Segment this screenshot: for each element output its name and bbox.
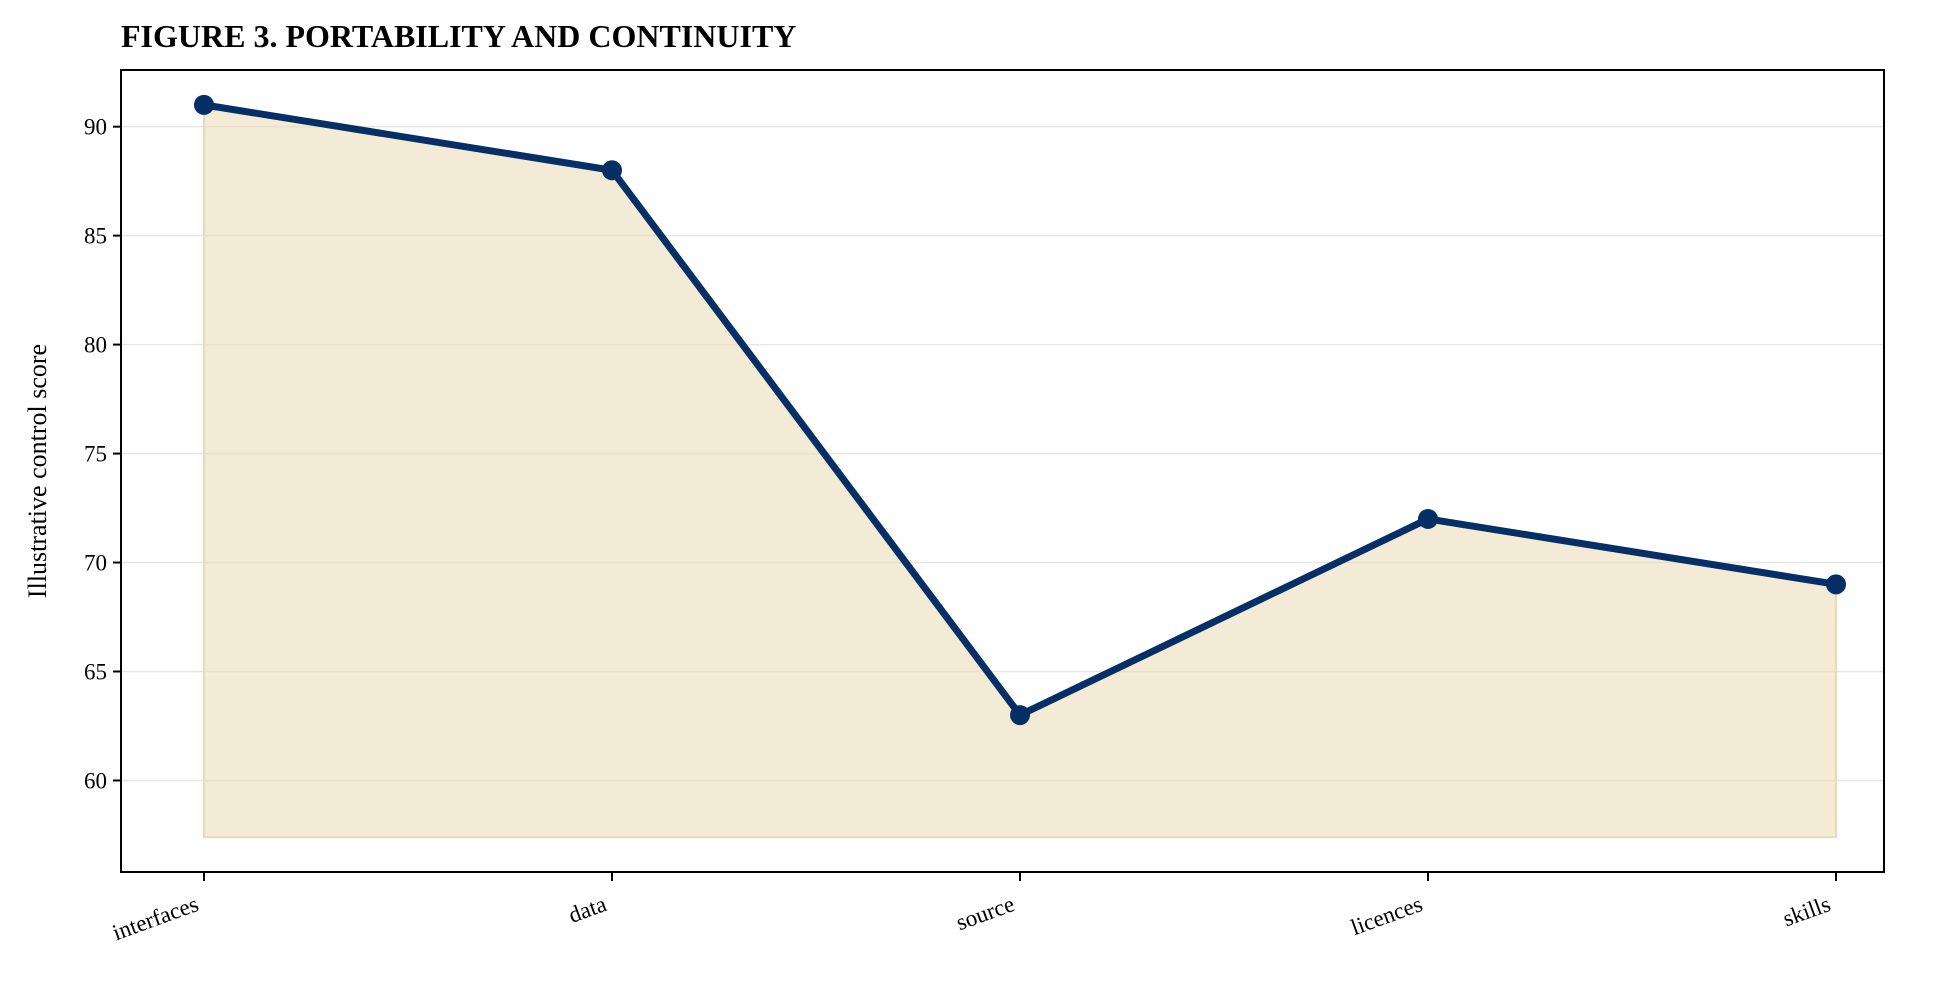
data-point-interfaces <box>194 94 214 115</box>
x-axis: interfaces data source licences skills <box>109 872 1837 945</box>
marker-layer <box>194 94 1846 726</box>
series-area <box>203 103 1837 839</box>
x-tick-label-interfaces: interfaces <box>109 891 202 945</box>
y-tick-label: 70 <box>84 551 107 576</box>
x-tick-label-source: source <box>953 891 1018 935</box>
y-axis: 60 65 70 75 80 85 90 <box>84 115 121 793</box>
area-layer <box>203 103 1837 839</box>
data-point-source <box>1010 705 1030 726</box>
x-tick-label-data: data <box>565 891 610 928</box>
x-tick-label-licences: licences <box>1348 891 1426 940</box>
y-tick-label: 65 <box>84 660 107 685</box>
y-tick-label: 80 <box>84 333 107 358</box>
y-axis-label: Illustrative control score <box>23 344 52 598</box>
y-tick-label: 90 <box>84 115 107 140</box>
data-point-licences <box>1418 508 1438 529</box>
y-tick-label: 75 <box>84 442 107 467</box>
y-tick-label: 85 <box>84 224 107 249</box>
data-point-data <box>602 160 622 181</box>
chart-title: FIGURE 3. PORTABILITY AND CONTINUITY <box>121 18 796 54</box>
data-point-skills <box>1826 574 1846 595</box>
plot-frame <box>120 69 1885 873</box>
x-tick-label-skills: skills <box>1780 891 1834 931</box>
y-tick-label: 60 <box>84 768 107 793</box>
